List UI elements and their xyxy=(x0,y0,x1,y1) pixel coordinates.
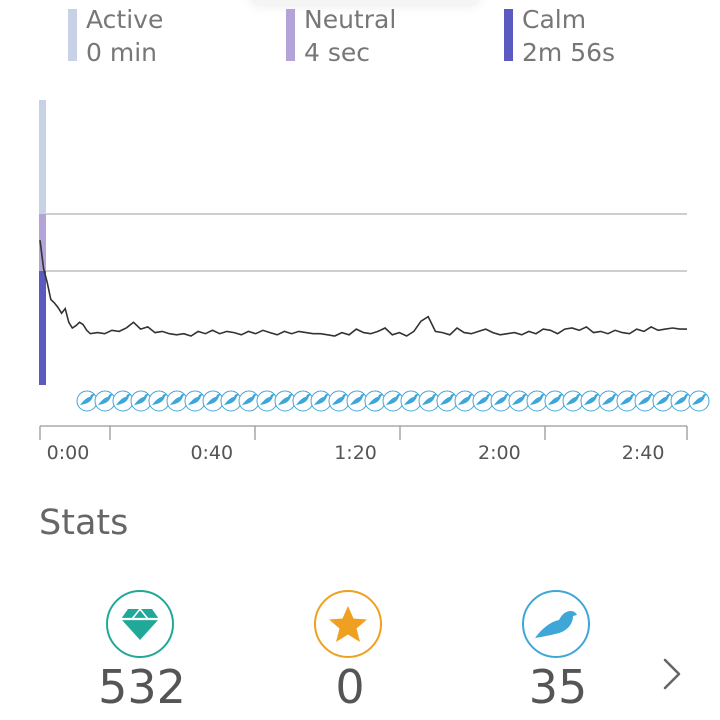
bird-marker xyxy=(238,390,260,412)
stat-birds-value: 35 xyxy=(528,660,588,714)
stats-heading: Stats xyxy=(39,503,129,543)
bird-marker xyxy=(166,390,188,412)
stat-gems-circle xyxy=(106,590,174,658)
bird-marker xyxy=(526,390,548,412)
bird-marker xyxy=(184,390,206,412)
bird-marker xyxy=(94,390,116,412)
bird-markers xyxy=(76,390,710,412)
top-scroll-shadow xyxy=(250,0,480,6)
legend-value-neutral: 4 sec xyxy=(304,38,371,67)
legend-value-calm: 2m 56s xyxy=(522,38,616,67)
bird-marker xyxy=(436,390,458,412)
bird-marker xyxy=(580,390,602,412)
bird-marker xyxy=(688,390,710,412)
bird-marker xyxy=(220,390,242,412)
bird-marker xyxy=(310,390,332,412)
bird-marker xyxy=(202,390,224,412)
gem-icon xyxy=(121,607,159,640)
chevron-right-icon[interactable] xyxy=(660,656,684,692)
bird-marker xyxy=(274,390,296,412)
bird-marker xyxy=(652,390,674,412)
legend-swatch-neutral xyxy=(286,9,295,61)
bird-marker xyxy=(616,390,638,412)
bird-marker xyxy=(562,390,584,412)
stat-stars-value: 0 xyxy=(335,660,365,714)
bird-marker xyxy=(670,390,692,412)
bird-marker xyxy=(598,390,620,412)
bird-icon xyxy=(535,611,577,638)
x-tick-label: 0:00 xyxy=(47,442,90,464)
stat-birds: 35 xyxy=(478,590,638,720)
bird-marker xyxy=(292,390,314,412)
stat-stars-circle xyxy=(314,590,382,658)
bird-marker xyxy=(112,390,134,412)
bird-marker xyxy=(130,390,152,412)
stat-gems-value: 532 xyxy=(98,660,186,714)
legend-title-active: Active xyxy=(86,5,164,34)
bird-marker xyxy=(382,390,404,412)
stat-gems: 532 xyxy=(62,590,222,720)
legend-swatch-calm xyxy=(504,9,513,61)
bird-marker xyxy=(454,390,476,412)
stat-birds-circle xyxy=(522,590,590,658)
bird-marker xyxy=(472,390,494,412)
chart-series-line xyxy=(39,240,687,337)
legend-swatch-active xyxy=(68,9,77,61)
zone-segment-active xyxy=(39,100,46,214)
zone-bar xyxy=(39,100,46,385)
legend-title-calm: Calm xyxy=(522,5,587,34)
stat-stars: 0 xyxy=(270,590,430,720)
bird-marker xyxy=(400,390,422,412)
zone-gridlines xyxy=(46,213,687,272)
zone-segment-neutral xyxy=(39,214,46,271)
bird-marker xyxy=(544,390,566,412)
bird-marker xyxy=(364,390,386,412)
zone-segment-calm xyxy=(39,271,46,385)
bird-marker xyxy=(256,390,278,412)
x-axis: 0:00 0:40 1:20 2:00 2:40 xyxy=(39,425,688,464)
legend-value-active: 0 min xyxy=(86,38,157,67)
bird-marker xyxy=(634,390,656,412)
star-icon xyxy=(329,606,367,642)
bird-marker xyxy=(346,390,368,412)
x-tick-label: 2:00 xyxy=(478,442,521,464)
bird-marker xyxy=(490,390,512,412)
bird-marker xyxy=(508,390,530,412)
bird-marker xyxy=(148,390,170,412)
legend-title-neutral: Neutral xyxy=(304,5,397,34)
bird-marker xyxy=(418,390,440,412)
x-tick-label: 2:40 xyxy=(622,442,665,464)
x-tick-label: 0:40 xyxy=(190,442,233,464)
bird-marker xyxy=(328,390,350,412)
bird-marker xyxy=(76,390,98,412)
x-tick-label: 1:20 xyxy=(334,442,377,464)
activity-line-chart: 0:00 0:40 1:20 2:00 2:40 xyxy=(39,100,710,464)
